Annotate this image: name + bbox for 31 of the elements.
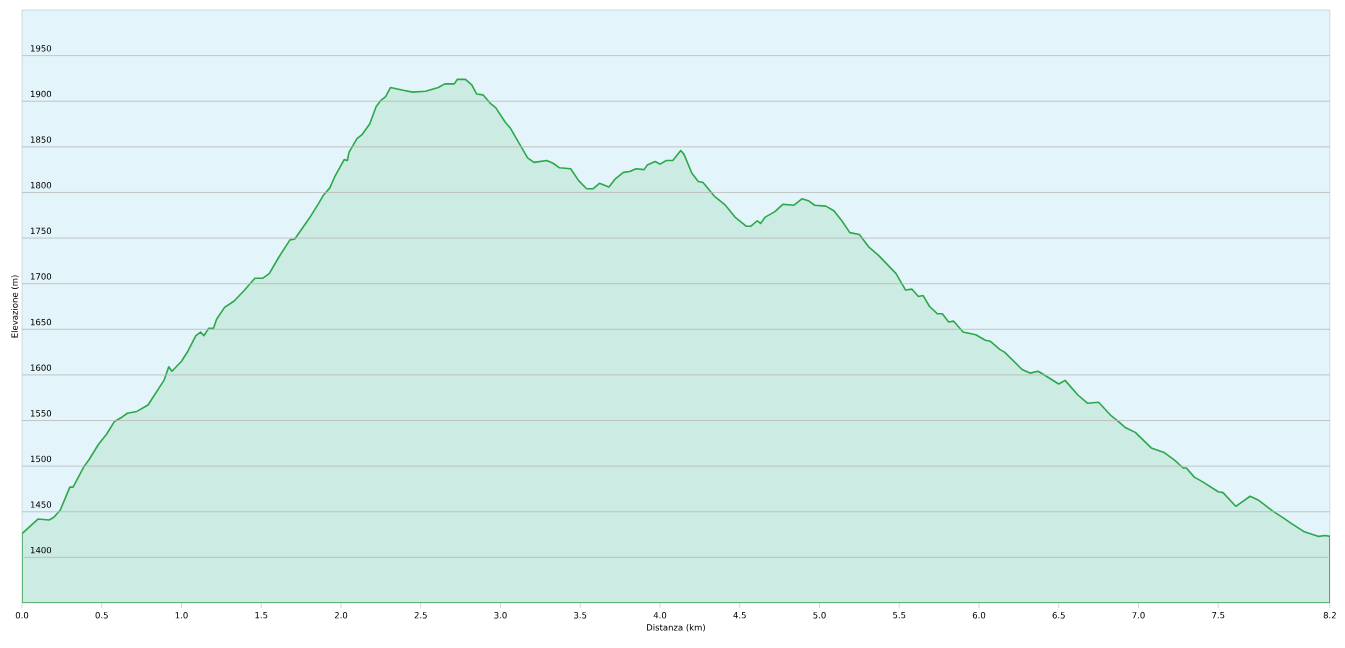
y-tick-label: 1550 bbox=[30, 410, 52, 417]
y-tick-label: 1650 bbox=[30, 318, 52, 326]
y-tick-label: 1950 bbox=[30, 45, 52, 52]
y-axis-title: Elevazione (m) bbox=[11, 275, 19, 338]
x-tick-label: 8.2 bbox=[1323, 612, 1336, 619]
x-axis-title: Distanza (km) bbox=[647, 624, 705, 632]
x-tick-label: 6.5 bbox=[1052, 612, 1065, 619]
x-tick-label: 3.5 bbox=[574, 612, 587, 619]
y-tick-label: 1800 bbox=[30, 181, 52, 189]
y-tick-label: 1450 bbox=[30, 501, 52, 508]
x-tick-label: 7.5 bbox=[1212, 612, 1225, 619]
y-tick-label: 1750 bbox=[30, 227, 52, 235]
x-tick-label: 0.0 bbox=[15, 612, 29, 619]
y-tick-label: 1400 bbox=[30, 546, 52, 554]
y-tick-label: 1600 bbox=[30, 364, 52, 371]
x-tick-label: 5.0 bbox=[813, 612, 826, 619]
x-tick-label: 4.5 bbox=[733, 612, 746, 619]
x-tick-label: 2.0 bbox=[334, 612, 348, 619]
x-tick-label: 1.5 bbox=[255, 612, 268, 619]
y-tick-label: 1700 bbox=[30, 273, 52, 280]
x-tick-label: 5.5 bbox=[893, 612, 906, 619]
y-tick-label: 1900 bbox=[30, 90, 52, 98]
x-tick-label: 3.0 bbox=[494, 612, 507, 619]
x-tick-label: 7.0 bbox=[1132, 612, 1145, 619]
x-tick-label: 4.0 bbox=[653, 612, 667, 619]
y-tick-label: 1850 bbox=[30, 136, 52, 143]
x-tick-label: 0.5 bbox=[95, 612, 108, 619]
y-tick-label: 1500 bbox=[30, 455, 52, 463]
x-tick-label: 2.5 bbox=[414, 612, 427, 619]
x-tick-label: 1.0 bbox=[175, 612, 188, 619]
x-tick-label: 6.0 bbox=[972, 612, 986, 619]
